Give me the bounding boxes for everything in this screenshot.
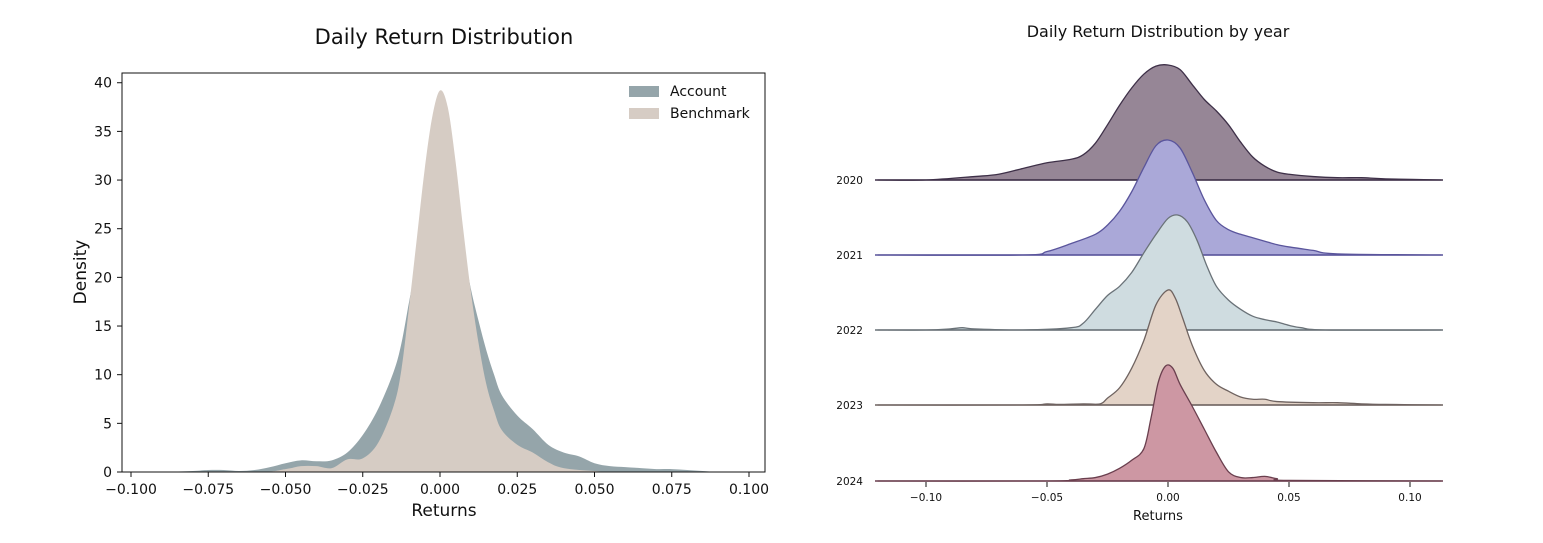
left-y-tick-label: 30 — [94, 173, 112, 189]
right-x-axis-label: Returns — [1133, 509, 1183, 524]
left-x-tick-label: −0.025 — [337, 482, 389, 498]
left-y-tick-label: 0 — [103, 465, 112, 481]
left-plot-area — [131, 90, 749, 473]
left-x-tick-label: 0.050 — [574, 482, 614, 498]
left-x-tick-label: 0.025 — [497, 482, 537, 498]
left-x-tick-label: −0.100 — [105, 482, 157, 498]
left-y-tick-label: 35 — [94, 124, 112, 140]
ridge-area-2023 — [877, 289, 1442, 406]
ridge-label-2023: 2023 — [836, 400, 863, 412]
left-x-tick-label: 0.100 — [729, 482, 769, 498]
left-x-axis: −0.100 −0.075 −0.050 −0.025 0.000 0.025 0.050 0… — [105, 472, 769, 498]
ridge-label-2022: 2022 — [836, 325, 863, 337]
ridge-label-2021: 2021 — [836, 250, 863, 262]
left-y-axis: 0 5 10 15 20 25 30 35 40 — [94, 76, 122, 481]
ridge-area-2021 — [877, 139, 1442, 256]
left-legend: Account Benchmark — [629, 84, 751, 122]
ridge-label-2024: 2024 — [836, 476, 863, 488]
ridge-area-2020 — [877, 64, 1442, 181]
left-x-tick-label: 0.075 — [652, 482, 692, 498]
left-chart: Daily Return Distribution −0.100 −0.075 −0… — [71, 25, 769, 521]
left-x-axis-label: Returns — [411, 501, 476, 521]
right-x-tick-label: 0.10 — [1398, 492, 1421, 504]
right-plot-area: 2020 2021 2022 2023 2024 — [836, 64, 1443, 488]
ridge-area-2024 — [877, 364, 1442, 482]
right-x-tick-label: 0.05 — [1277, 492, 1300, 504]
left-plot-frame — [121, 72, 766, 473]
right-x-tick-label: −0.05 — [1031, 492, 1063, 504]
right-chart: Daily Return Distribution by year 202020… — [836, 22, 1443, 524]
legend-label-benchmark: Benchmark — [670, 106, 751, 122]
left-y-tick-label: 10 — [94, 368, 112, 384]
right-x-tick-label: 0.00 — [1156, 492, 1179, 504]
left-y-tick-label: 15 — [94, 319, 112, 335]
left-y-tick-label: 5 — [103, 416, 112, 432]
left-x-tick-label: −0.075 — [182, 482, 234, 498]
ridge-label-2020: 2020 — [836, 175, 863, 187]
left-y-tick-label: 25 — [94, 222, 112, 238]
series-area-benchmark — [131, 90, 749, 473]
legend-label-account: Account — [670, 84, 727, 100]
left-x-tick-label: 0.000 — [420, 482, 460, 498]
left-y-tick-label: 20 — [94, 270, 112, 286]
legend-swatch-benchmark — [629, 108, 659, 119]
right-x-tick-label: −0.10 — [910, 492, 942, 504]
legend-swatch-account — [629, 86, 659, 97]
right-chart-title: Daily Return Distribution by year — [1027, 22, 1290, 41]
left-y-axis-label: Density — [71, 240, 91, 305]
left-x-tick-label: −0.050 — [260, 482, 312, 498]
left-y-tick-label: 40 — [94, 76, 112, 92]
left-chart-title: Daily Return Distribution — [315, 25, 574, 49]
right-x-axis: −0.10 −0.05 0.00 0.05 0.10 — [910, 482, 1422, 504]
